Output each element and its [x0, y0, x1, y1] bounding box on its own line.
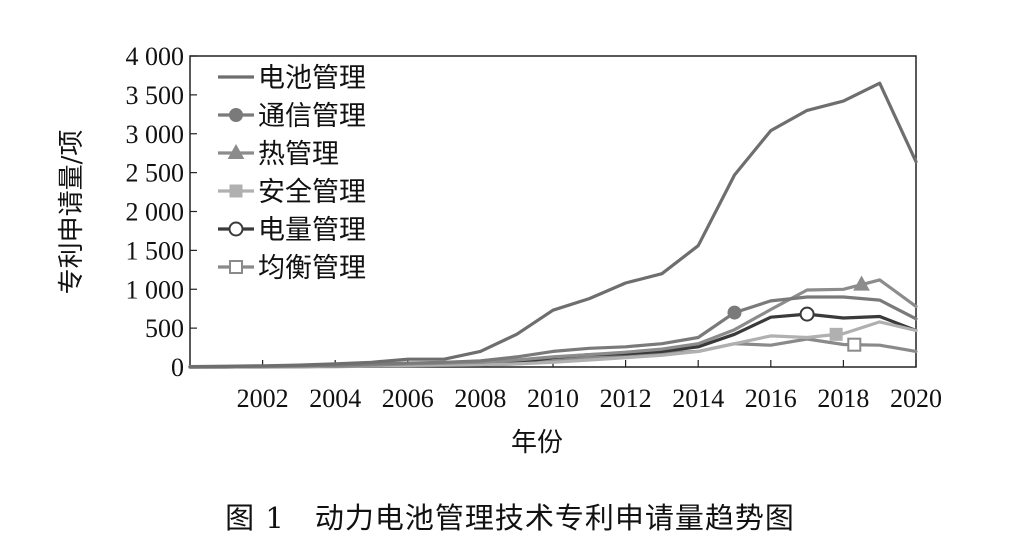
x-tick-label: 2018 — [817, 384, 869, 413]
y-tick-label: 500 — [145, 314, 184, 343]
legend-swatch-marker — [229, 184, 243, 198]
legend-swatch-marker — [229, 260, 243, 274]
x-tick-label: 2008 — [454, 384, 506, 413]
x-tick-label: 2006 — [382, 384, 434, 413]
y-tick-label: 3 000 — [126, 120, 185, 149]
legend-item: 均衡管理 — [218, 253, 366, 284]
y-tick-label: 1 000 — [126, 275, 185, 304]
series-3-marker — [853, 275, 870, 291]
x-tick-label: 2012 — [600, 384, 652, 413]
legend-label: 热管理 — [258, 139, 339, 170]
legend-label: 电量管理 — [258, 215, 366, 246]
y-tick-label: 3 500 — [126, 81, 185, 110]
series-1-line — [188, 81, 918, 369]
y-tick-label: 1 500 — [126, 236, 185, 265]
x-tick-label: 2004 — [309, 384, 361, 413]
y-tick-label: 2 000 — [126, 198, 185, 227]
marker-layer — [727, 275, 870, 352]
legend-item: 电池管理 — [218, 63, 366, 94]
x-tick-label: 2002 — [237, 384, 289, 413]
legend-swatch-marker — [229, 108, 243, 122]
legend-item: 电量管理 — [218, 215, 366, 246]
x-tick-label: 2014 — [672, 384, 724, 413]
legend-label: 通信管理 — [258, 101, 366, 132]
x-axis-title: 年份 — [511, 428, 563, 458]
legend-swatch-marker — [228, 221, 244, 237]
legend-label: 安全管理 — [258, 177, 366, 208]
legend-item: 通信管理 — [218, 101, 366, 132]
legend-label: 均衡管理 — [258, 253, 366, 284]
series-6-marker — [847, 337, 862, 352]
y-tick-label: 2 500 — [126, 159, 185, 188]
series-5-marker — [799, 306, 815, 322]
figure-caption: 图 1 动力电池管理技术专利申请量趋势图 — [225, 501, 795, 535]
y-tick-label: 0 — [171, 353, 184, 382]
legend-swatch-marker — [227, 143, 245, 159]
series-3-line — [188, 278, 918, 369]
legend-item: 热管理 — [218, 139, 339, 170]
y-tick-label: 4 000 — [126, 42, 185, 71]
x-tick-label: 2010 — [527, 384, 579, 413]
series-layer — [188, 81, 918, 369]
x-tick-label: 2016 — [745, 384, 797, 413]
series-2-marker — [727, 305, 742, 320]
legend-item: 安全管理 — [218, 177, 366, 208]
y-axis-ticks: 0 500 1 000 1 500 2 000 2 500 3 000 3 500 4 000 — [126, 42, 197, 382]
x-axis-ticks: 2002 2004 2006 2008 2010 2012 2014 2016 2018 2020 — [237, 360, 942, 413]
legend-label: 电池管理 — [258, 63, 366, 94]
x-tick-label: 2020 — [890, 384, 942, 413]
y-axis-title: 专利申请量/项 — [57, 130, 87, 295]
series-4-marker — [829, 327, 843, 341]
